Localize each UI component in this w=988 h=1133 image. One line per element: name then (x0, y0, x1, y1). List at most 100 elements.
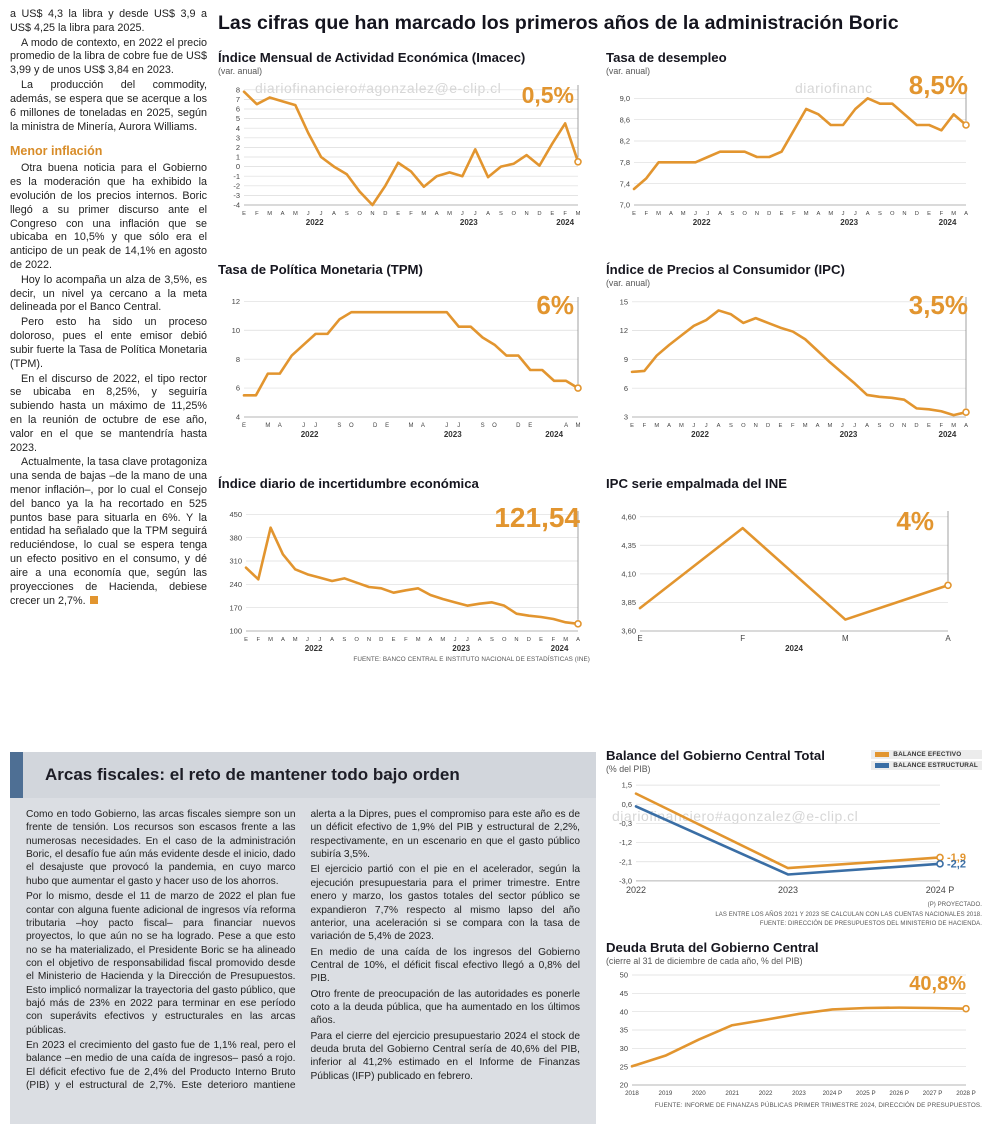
svg-text:O: O (492, 423, 497, 429)
svg-text:2023: 2023 (444, 430, 462, 439)
chart-ipc-empalmada: IPC serie empalmada del INE 4% 4,60 4,35 4… (606, 476, 978, 655)
svg-text:N: N (525, 211, 529, 217)
svg-text:E: E (392, 637, 396, 643)
svg-text:J: J (302, 423, 305, 429)
paragraph: Hoy lo acompaña un alza de 3,5%, es deci… (10, 273, 207, 314)
svg-text:2022: 2022 (691, 430, 709, 439)
svg-text:7: 7 (236, 95, 240, 104)
svg-text:12: 12 (232, 297, 240, 306)
svg-text:M: M (268, 637, 273, 643)
svg-text:S: S (877, 423, 881, 429)
svg-text:12: 12 (620, 326, 628, 335)
svg-text:E: E (528, 423, 532, 429)
svg-text:E: E (550, 211, 554, 217)
paragraph: a US$ 4,3 la libra y desde US$ 3,9 a US$… (10, 8, 207, 34)
chart-footnotes: (P) PROYECTADO. LAS ENTRE LOS AÑOS 2021 Y… (606, 901, 982, 930)
svg-text:2022: 2022 (693, 218, 711, 227)
chart-highlight-value: 0,5% (521, 82, 574, 108)
svg-text:2024 P: 2024 P (823, 1090, 843, 1097)
svg-text:A: A (564, 423, 568, 429)
svg-text:M: M (654, 423, 659, 429)
svg-text:M: M (576, 423, 581, 429)
chart-deuda: Deuda Bruta del Gobierno Central (cierre… (606, 940, 982, 1109)
paragraph: El ejercicio partió con el pie en el ace… (310, 864, 581, 943)
paragraph: Pero esto ha sido un proceso doloroso, p… (10, 316, 207, 370)
chart-title: Tasa de desempleo (606, 50, 727, 65)
legend-label: BALANCE ESTRUCTURAL (893, 762, 978, 769)
svg-text:1,5: 1,5 (622, 781, 632, 790)
svg-text:A: A (667, 423, 671, 429)
svg-text:N: N (754, 423, 758, 429)
svg-text:E: E (780, 211, 784, 217)
svg-text:M: M (951, 211, 956, 217)
svg-text:F: F (645, 211, 649, 217)
svg-text:6: 6 (236, 105, 240, 114)
svg-text:A: A (330, 637, 334, 643)
fiscal-heading: Arcas fiscales: el reto de mantener todo… (10, 752, 596, 798)
svg-text:2022: 2022 (306, 218, 324, 227)
svg-text:D: D (537, 211, 541, 217)
svg-text:E: E (637, 634, 642, 643)
svg-text:E: E (632, 211, 636, 217)
svg-text:D: D (379, 637, 383, 643)
svg-text:A: A (945, 634, 951, 643)
svg-text:4: 4 (236, 413, 240, 422)
svg-text:M: M (804, 211, 809, 217)
svg-text:2: 2 (236, 143, 240, 152)
chart-title: Índice diario de incertidumbre económica (218, 476, 479, 491)
svg-text:8,6: 8,6 (620, 115, 630, 124)
svg-text:O: O (890, 211, 895, 217)
svg-text:F: F (409, 211, 413, 217)
chart-subtitle: (% del PIB) (606, 764, 651, 774)
svg-text:30: 30 (620, 1044, 628, 1053)
svg-text:-2,1: -2,1 (619, 857, 632, 866)
chart-incertidumbre: Índice diario de incertidumbre económica… (218, 476, 590, 663)
svg-text:M: M (416, 637, 421, 643)
svg-text:7,0: 7,0 (620, 201, 630, 210)
svg-text:F: F (643, 423, 647, 429)
svg-text:A: A (718, 211, 722, 217)
svg-text:A: A (486, 211, 490, 217)
chart-title: Deuda Bruta del Gobierno Central (606, 940, 819, 955)
svg-text:E: E (242, 211, 246, 217)
svg-text:F: F (791, 423, 795, 429)
chart-imacec: Índice Mensual de Actividad Económica (I… (218, 50, 590, 229)
svg-text:20: 20 (620, 1081, 628, 1090)
svg-text:J: J (445, 423, 448, 429)
svg-text:F: F (257, 637, 261, 643)
svg-text:E: E (927, 423, 931, 429)
svg-text:0,6: 0,6 (622, 800, 632, 809)
svg-text:N: N (902, 211, 906, 217)
svg-text:8: 8 (236, 85, 240, 94)
svg-text:N: N (902, 423, 906, 429)
paragraph: Otra buena noticia para el Gobierno es l… (10, 162, 207, 271)
paragraph: FUENTE: DIRECCIÓN DE PRESUPUESTOS DEL MI… (759, 921, 982, 928)
svg-text:D: D (766, 423, 770, 429)
svg-text:D: D (383, 211, 387, 217)
svg-text:F: F (404, 637, 408, 643)
svg-text:M: M (679, 423, 684, 429)
svg-text:-2,2: -2,2 (947, 858, 966, 870)
svg-text:J: J (694, 211, 697, 217)
chart-highlight-value: 4% (896, 506, 934, 536)
svg-text:D: D (516, 423, 521, 429)
svg-text:S: S (729, 423, 733, 429)
svg-text:E: E (396, 211, 400, 217)
chart-highlight-value: 6% (536, 290, 574, 320)
svg-text:J: J (706, 211, 709, 217)
svg-text:J: J (854, 211, 857, 217)
chart-title: Balance del Gobierno Central Total (606, 748, 825, 763)
svg-text:J: J (314, 423, 317, 429)
chart-subtitle: (cierre al 31 de diciembre de cada año, … (606, 956, 803, 966)
svg-text:A: A (866, 211, 870, 217)
svg-text:2019: 2019 (659, 1090, 673, 1097)
svg-text:J: J (307, 211, 310, 217)
svg-text:O: O (502, 637, 507, 643)
svg-text:E: E (244, 637, 248, 643)
svg-text:2027 P: 2027 P (923, 1090, 943, 1097)
svg-text:O: O (890, 423, 895, 429)
svg-text:J: J (842, 211, 845, 217)
chart-highlight-value: 40,8% (909, 973, 966, 995)
svg-text:J: J (454, 637, 457, 643)
